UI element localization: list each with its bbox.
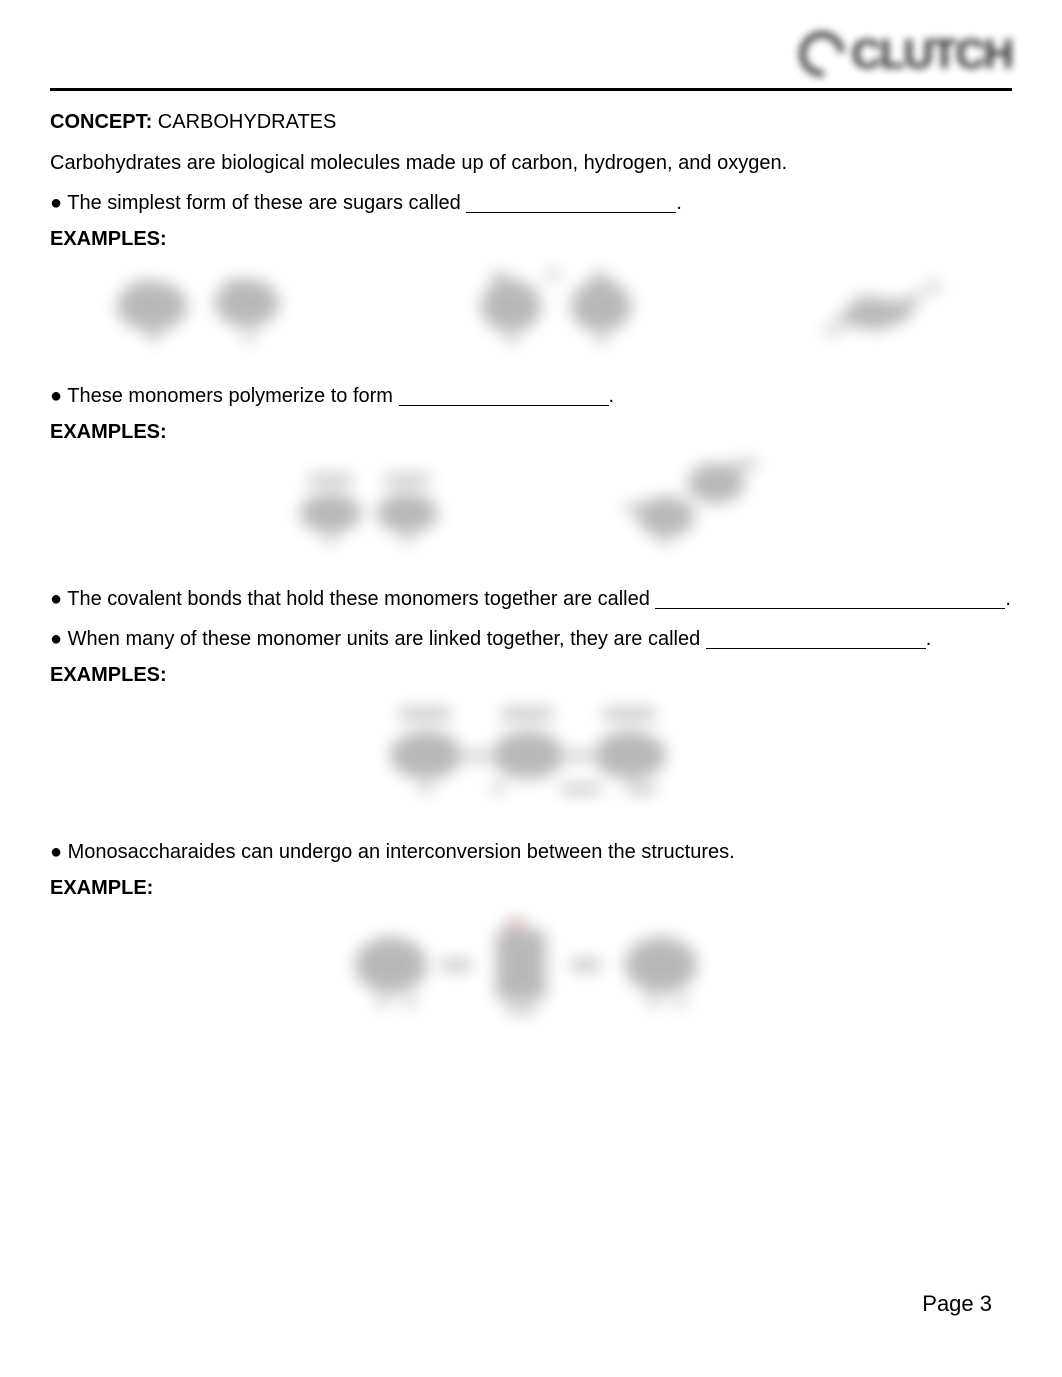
bullet-1: ● The simplest form of these are sugars … [50,188,1012,218]
bullet-5: ● Monosaccharaides can undergo an interc… [50,837,1012,867]
logo-text: CLUTCH [851,30,1012,78]
page-number: Page 3 [922,1291,992,1317]
blank-3 [655,589,1005,609]
example-label-4: EXAMPLE: [50,877,1012,900]
page-container: CLUTCH CONCEPT: CARBOHYDRATES Carbohydra… [0,0,1062,1090]
bullet-2-pre: ● These monomers polymerize to form [50,385,399,407]
figure-row-1 [50,261,1012,351]
blank-2 [399,386,609,406]
interconversion-fig [331,910,731,1020]
blank-1 [466,193,676,213]
figure-row-4 [50,910,1012,1020]
bullet-1-pre: ● The simplest form of these are sugars … [50,192,466,214]
bullet-3: ● The covalent bonds that hold these mon… [50,584,1012,614]
intro-text: Carbohydrates are biological molecules m… [50,148,1012,178]
bullet-3-pre: ● The covalent bonds that hold these mon… [50,588,655,610]
blank-4 [706,629,926,649]
disaccharide-fig-2 [591,454,791,554]
monosaccharide-fig-2 [451,261,671,351]
bullet-2: ● These monomers polymerize to form . [50,381,1012,411]
bullet-3-post: . [1005,588,1011,610]
concept-value: CARBOHYDRATES [158,111,337,133]
header-divider [50,88,1012,91]
figure-row-2 [50,454,1012,554]
bullet-2-post: . [609,385,615,407]
monosaccharide-fig-1 [97,261,317,351]
bullet-4-pre: ● When many of these monomer units are l… [50,628,706,650]
bullet-4: ● When many of these monomer units are l… [50,624,1012,654]
bullet-1-post: . [676,192,682,214]
concept-label: CONCEPT: [50,111,152,133]
brand-logo: CLUTCH [799,30,1012,78]
concept-line: CONCEPT: CARBOHYDRATES [50,111,1012,134]
monosaccharide-fig-3 [805,266,965,346]
logo-circle-icon [790,22,855,87]
examples-label-3: EXAMPLES: [50,664,1012,687]
examples-label-2: EXAMPLES: [50,421,1012,444]
polysaccharide-fig [371,697,691,807]
examples-label-1: EXAMPLES: [50,228,1012,251]
disaccharide-fig-1 [271,459,471,549]
logo-area: CLUTCH [50,30,1012,78]
bullet-4-post: . [926,628,932,650]
figure-row-3 [50,697,1012,807]
